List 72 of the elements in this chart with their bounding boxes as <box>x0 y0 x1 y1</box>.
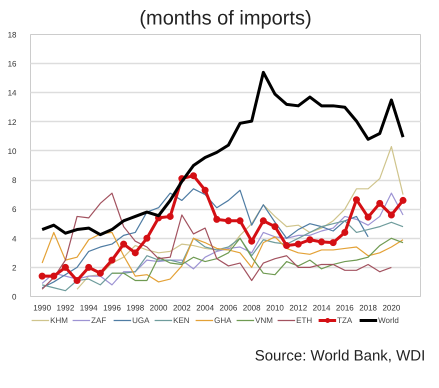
point <box>364 214 372 221</box>
source-note: Source: World Bank, WDI <box>254 347 426 364</box>
point <box>38 272 46 280</box>
point <box>294 240 302 248</box>
legend-label: KHM <box>50 315 69 325</box>
y-tick-label: 8 <box>12 176 18 186</box>
legend-label: TZA <box>337 315 354 325</box>
x-tick-label: 1996 <box>103 304 122 312</box>
point <box>166 212 174 220</box>
x-tick-label: 2016 <box>336 304 354 312</box>
point <box>236 217 244 224</box>
y-tick-label: 12 <box>8 118 18 127</box>
line-series <box>40 70 405 236</box>
x-tick-label: 2008 <box>242 304 262 312</box>
point <box>120 240 128 248</box>
legend-label: UGA <box>132 315 150 325</box>
point <box>50 272 58 280</box>
point <box>376 200 384 207</box>
point <box>96 270 104 277</box>
line-series <box>76 146 404 290</box>
x-tick-label: 1994 <box>80 304 98 312</box>
y-tick-label: 4 <box>12 234 18 244</box>
point <box>352 196 360 204</box>
x-tick-label: 2018 <box>359 304 378 312</box>
x-tick-label: 2006 <box>220 304 238 312</box>
point <box>271 223 278 230</box>
point <box>85 264 92 271</box>
point <box>62 264 69 271</box>
legend-label: ETH <box>296 315 314 325</box>
point <box>74 276 81 284</box>
point <box>341 228 348 236</box>
point <box>224 217 232 224</box>
point <box>108 256 116 264</box>
y-tick-label: 0 <box>12 292 18 302</box>
point <box>330 239 337 246</box>
legend-label: VNM <box>255 315 274 325</box>
x-tick-label: 2002 <box>172 304 192 312</box>
y-tick-label: 6 <box>12 205 18 214</box>
x-tick-label: 2012 <box>289 304 308 312</box>
x-tick-label: 1998 <box>126 304 145 312</box>
x-tick-label: 1992 <box>56 304 75 312</box>
y-tick-label: 16 <box>8 60 18 69</box>
point <box>306 236 314 244</box>
line-series <box>111 238 404 282</box>
point <box>400 196 407 204</box>
x-tick-label: 2014 <box>312 304 331 312</box>
x-tick-label: 2004 <box>196 304 215 312</box>
y-tick-label: 14 <box>8 88 18 98</box>
y-tick-label: 10 <box>8 146 18 156</box>
y-tick-label: 2 <box>12 263 18 272</box>
point <box>202 186 209 194</box>
point <box>318 238 326 246</box>
point <box>283 242 290 250</box>
x-tick-label: 2000 <box>150 304 168 312</box>
x-tick-label: 2020 <box>382 304 401 312</box>
line-series <box>42 220 404 292</box>
point <box>132 249 139 256</box>
legend-label: World <box>378 315 399 325</box>
line-series <box>42 232 404 283</box>
chart-title: (months of imports) <box>139 8 312 30</box>
y-tick-label: 18 <box>8 30 18 40</box>
point <box>190 172 197 180</box>
x-tick-label: 2010 <box>266 304 284 312</box>
point <box>248 238 256 245</box>
legend-label: KEN <box>173 315 191 325</box>
legend-label: GHA <box>214 315 232 325</box>
point <box>260 217 267 224</box>
point <box>388 211 395 218</box>
legend-label: ZAF <box>91 315 108 325</box>
point <box>143 234 150 242</box>
x-tick-label: 1990 <box>33 304 52 312</box>
point <box>213 216 220 223</box>
